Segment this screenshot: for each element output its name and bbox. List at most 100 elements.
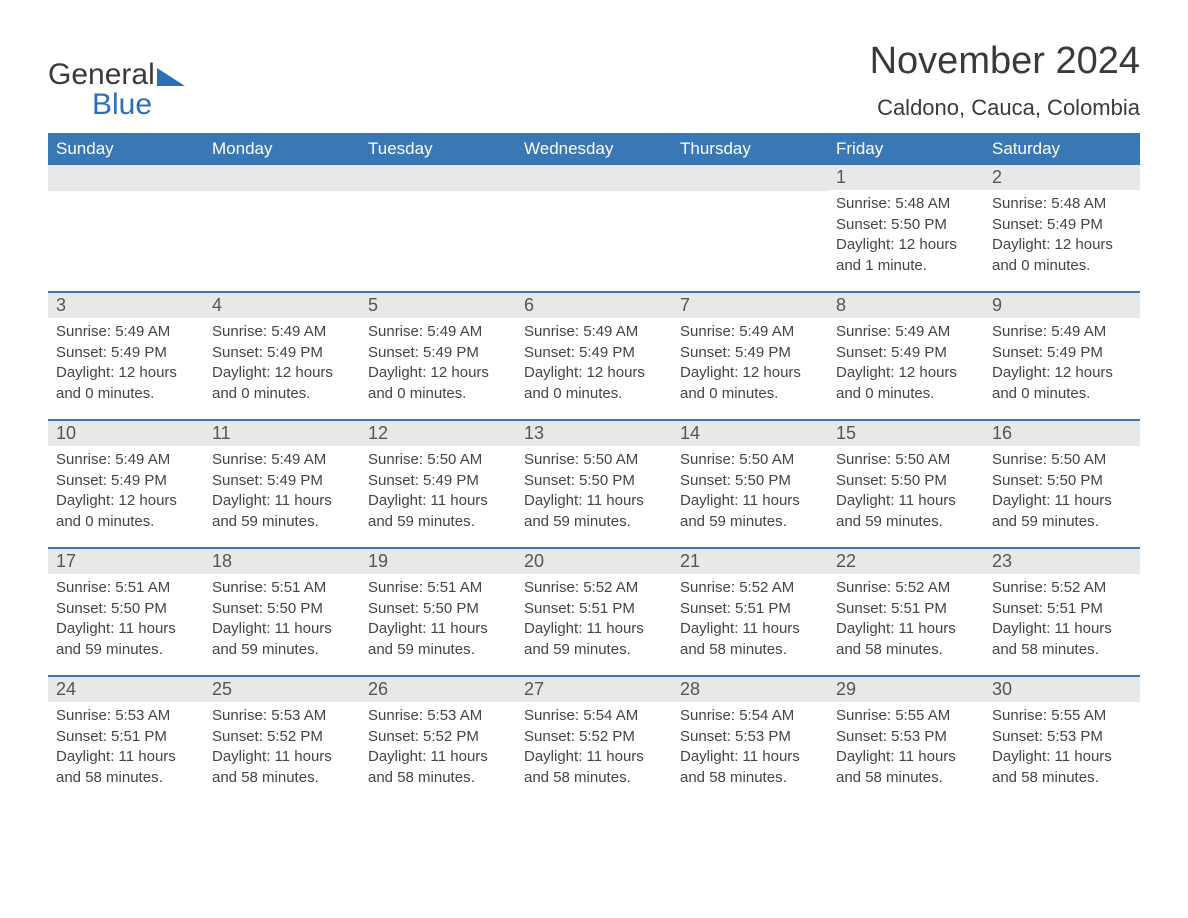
daylight-line: Daylight: 11 hours and 58 minutes. <box>680 747 820 788</box>
day-details: Sunrise: 5:49 AMSunset: 5:49 PMDaylight:… <box>828 318 984 415</box>
sunset-line: Sunset: 5:52 PM <box>212 727 352 748</box>
day-number <box>516 165 672 191</box>
logo-line1: General <box>48 60 155 90</box>
day-details: Sunrise: 5:49 AMSunset: 5:49 PMDaylight:… <box>204 446 360 543</box>
sunrise-line: Sunrise: 5:52 AM <box>836 578 976 599</box>
day-cell: 16Sunrise: 5:50 AMSunset: 5:50 PMDayligh… <box>984 421 1140 547</box>
day-number: 20 <box>516 549 672 574</box>
sunset-line: Sunset: 5:50 PM <box>992 471 1132 492</box>
daylight-line: Daylight: 12 hours and 0 minutes. <box>56 491 196 532</box>
title-block: November 2024 Caldono, Cauca, Colombia <box>870 40 1140 121</box>
day-cell: 27 Sunrise: 5:54 AMSunset: 5:52 PMDayligh… <box>516 677 672 803</box>
sunset-line: Sunset: 5:50 PM <box>368 599 508 620</box>
daylight-line: Daylight: 12 hours and 0 minutes. <box>524 363 664 404</box>
sunset-line: Sunset: 5:49 PM <box>212 471 352 492</box>
day-details: Sunrise: 5:53 AMSunset: 5:51 PMDaylight:… <box>48 702 204 799</box>
sunrise-line: Sunrise: 5:49 AM <box>56 322 196 343</box>
day-number: 21 <box>672 549 828 574</box>
week-row: 24Sunrise: 5:53 AMSunset: 5:51 PMDayligh… <box>48 675 1140 803</box>
week-row: 1Sunrise: 5:48 AMSunset: 5:50 PMDaylight… <box>48 165 1140 291</box>
day-details: Sunrise: 5:50 AMSunset: 5:50 PMDaylight:… <box>984 446 1140 543</box>
daylight-line: Daylight: 12 hours and 0 minutes. <box>680 363 820 404</box>
day-number: 11 <box>204 421 360 446</box>
sunrise-line: Sunrise: 5:51 AM <box>368 578 508 599</box>
week-row: 3Sunrise: 5:49 AMSunset: 5:49 PMDaylight… <box>48 291 1140 419</box>
sunset-line: Sunset: 5:51 PM <box>680 599 820 620</box>
sunset-line: Sunset: 5:49 PM <box>524 343 664 364</box>
daylight-line: Daylight: 11 hours and 59 minutes. <box>368 619 508 660</box>
daylight-line: Daylight: 12 hours and 0 minutes. <box>992 235 1132 276</box>
sunrise-line: Sunrise: 5:49 AM <box>368 322 508 343</box>
day-number: 10 <box>48 421 204 446</box>
sunrise-line: Sunrise: 5:50 AM <box>992 450 1132 471</box>
day-number: 15 <box>828 421 984 446</box>
day-details: Sunrise: 5:49 AMSunset: 5:49 PMDaylight:… <box>360 318 516 415</box>
sunset-line: Sunset: 5:52 PM <box>368 727 508 748</box>
day-details: Sunrise: 5:55 AMSunset: 5:53 PMDaylight:… <box>828 702 984 799</box>
sunset-line: Sunset: 5:49 PM <box>212 343 352 364</box>
day-details: Sunrise: 5:52 AMSunset: 5:51 PMDaylight:… <box>984 574 1140 671</box>
day-number <box>48 165 204 191</box>
daylight-line: Daylight: 11 hours and 58 minutes. <box>680 619 820 660</box>
sunset-line: Sunset: 5:50 PM <box>56 599 196 620</box>
sunset-line: Sunset: 5:50 PM <box>680 471 820 492</box>
week-row: 17Sunrise: 5:51 AMSunset: 5:50 PMDayligh… <box>48 547 1140 675</box>
sunset-line: Sunset: 5:50 PM <box>524 471 664 492</box>
sunset-line: Sunset: 5:52 PM <box>524 727 664 748</box>
daylight-line: Daylight: 11 hours and 59 minutes. <box>836 491 976 532</box>
day-number: 27 <box>516 677 672 702</box>
sunrise-line: Sunrise: 5:49 AM <box>992 322 1132 343</box>
calendar: SundayMondayTuesdayWednesdayThursdayFrid… <box>48 133 1140 803</box>
day-number: 6 <box>516 293 672 318</box>
day-details: Sunrise: 5:55 AMSunset: 5:53 PMDaylight:… <box>984 702 1140 799</box>
day-cell: 8Sunrise: 5:49 AMSunset: 5:49 PMDaylight… <box>828 293 984 419</box>
sunrise-line: Sunrise: 5:54 AM <box>680 706 820 727</box>
sunrise-line: Sunrise: 5:48 AM <box>836 194 976 215</box>
day-number: 26 <box>360 677 516 702</box>
weekday-label: Saturday <box>984 133 1140 165</box>
daylight-line: Daylight: 12 hours and 0 minutes. <box>368 363 508 404</box>
sunrise-line: Sunrise: 5:53 AM <box>56 706 196 727</box>
weekday-header: SundayMondayTuesdayWednesdayThursdayFrid… <box>48 133 1140 165</box>
day-details: Sunrise: 5:49 AMSunset: 5:49 PMDaylight:… <box>672 318 828 415</box>
daylight-line: Daylight: 11 hours and 58 minutes. <box>56 747 196 788</box>
sunset-line: Sunset: 5:51 PM <box>524 599 664 620</box>
sunset-line: Sunset: 5:49 PM <box>992 343 1132 364</box>
sunset-line: Sunset: 5:50 PM <box>212 599 352 620</box>
day-cell: 26Sunrise: 5:53 AMSunset: 5:52 PMDayligh… <box>360 677 516 803</box>
sunset-line: Sunset: 5:49 PM <box>368 471 508 492</box>
day-cell-blank <box>48 165 204 291</box>
day-cell: 14Sunrise: 5:50 AMSunset: 5:50 PMDayligh… <box>672 421 828 547</box>
day-details: Sunrise: 5:50 AMSunset: 5:50 PMDaylight:… <box>828 446 984 543</box>
sunrise-line: Sunrise: 5:51 AM <box>212 578 352 599</box>
day-number <box>204 165 360 191</box>
day-number: 29 <box>828 677 984 702</box>
daylight-line: Daylight: 11 hours and 58 minutes. <box>524 747 664 788</box>
header: General Blue November 2024 Caldono, Cauc… <box>48 40 1140 121</box>
day-number: 14 <box>672 421 828 446</box>
weekday-label: Thursday <box>672 133 828 165</box>
weekday-label: Wednesday <box>516 133 672 165</box>
sunrise-line: Sunrise: 5:55 AM <box>836 706 976 727</box>
day-details: Sunrise: 5:51 AMSunset: 5:50 PMDaylight:… <box>48 574 204 671</box>
day-details: Sunrise: 5:52 AMSunset: 5:51 PMDaylight:… <box>672 574 828 671</box>
day-cell: 5Sunrise: 5:49 AMSunset: 5:49 PMDaylight… <box>360 293 516 419</box>
sunrise-line: Sunrise: 5:53 AM <box>212 706 352 727</box>
sunrise-line: Sunrise: 5:51 AM <box>56 578 196 599</box>
day-details: Sunrise: 5:52 AMSunset: 5:51 PMDaylight:… <box>828 574 984 671</box>
sunset-line: Sunset: 5:49 PM <box>992 215 1132 236</box>
daylight-line: Daylight: 12 hours and 0 minutes. <box>56 363 196 404</box>
day-details: Sunrise: 5:51 AMSunset: 5:50 PMDaylight:… <box>204 574 360 671</box>
day-cell: 10Sunrise: 5:49 AMSunset: 5:49 PMDayligh… <box>48 421 204 547</box>
daylight-line: Daylight: 11 hours and 59 minutes. <box>680 491 820 532</box>
logo-line2: Blue <box>92 90 185 120</box>
day-number: 8 <box>828 293 984 318</box>
daylight-line: Daylight: 11 hours and 59 minutes. <box>212 619 352 660</box>
day-cell: 7Sunrise: 5:49 AMSunset: 5:49 PMDaylight… <box>672 293 828 419</box>
daylight-line: Daylight: 11 hours and 59 minutes. <box>524 491 664 532</box>
sunrise-line: Sunrise: 5:55 AM <box>992 706 1132 727</box>
daylight-line: Daylight: 11 hours and 59 minutes. <box>368 491 508 532</box>
sunrise-line: Sunrise: 5:54 AM <box>524 706 664 727</box>
daylight-line: Daylight: 11 hours and 58 minutes. <box>836 747 976 788</box>
weekday-label: Sunday <box>48 133 204 165</box>
